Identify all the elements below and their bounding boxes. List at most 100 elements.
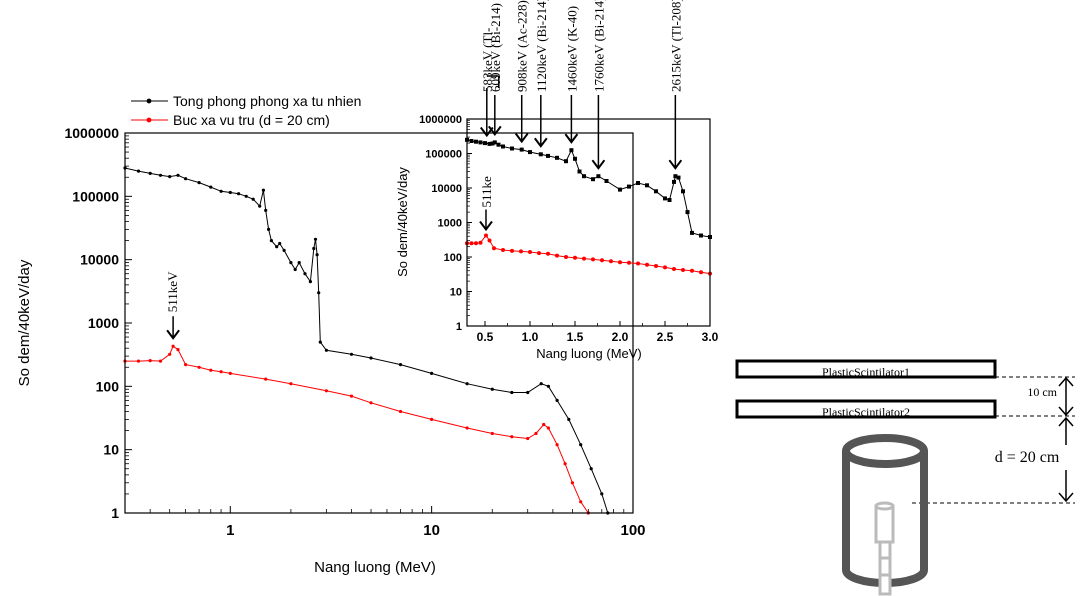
inset-data-point [627,184,631,189]
main-data-point [398,409,403,414]
main-y-tick-label: 10000 [80,252,119,268]
gap-dimension-arrow [1058,376,1074,417]
inset-data-point [699,233,703,238]
inset-data-point [492,246,496,251]
main-data-point [555,398,559,402]
inset-data-point [492,140,497,145]
main-data-point [264,377,268,381]
gap-label: 10 cm [1027,385,1057,399]
main-data-point [349,352,354,356]
legend-label-natural: Tong phong phong xa tu nhien [173,93,361,109]
main-x-tick-label: 100 [620,522,645,539]
inset-data-point [538,152,543,157]
main-y-tick-label: 1 [111,505,119,521]
inset-data-point [490,141,495,146]
main-data-point [324,348,328,352]
inset-plot-frame [466,118,711,327]
main-data-point [534,431,538,436]
inset-data-point [519,147,524,152]
main-y-tick-label: 100000 [72,188,119,204]
inset-data-point [654,189,658,194]
main-annotation-label: 511keV [165,271,180,312]
main-data-point [228,190,232,195]
main-chart: 1 10 100 1000 10000 100000 1000000 1 10 100 511ke… [16,93,646,576]
plastic-scintillator-2 [735,399,997,419]
main-y-tick-label: 10 [103,442,119,458]
inset-annotation-arrowhead [564,133,579,144]
plastic-scintillator-1 [735,359,997,379]
inset-data-point [636,181,640,185]
main-data-point [197,181,201,185]
inset-data-point [627,260,631,265]
main-data-point [308,280,312,284]
main-data-point [251,197,255,201]
main-data-point [490,431,494,436]
main-data-point [430,371,434,375]
inset-annotation-arrowhead [514,132,529,144]
inset-y-tick-label: 10000 [431,183,462,195]
inset-x-tick-label: 1.5 [567,330,584,344]
inset-x-tick-label: 1.0 [522,330,539,344]
inset-data-point [604,179,609,183]
main-annotation-arrowhead [166,329,180,340]
inset-annotation-arrowhead [533,137,548,148]
main-data-point [318,340,322,344]
main-data-point [526,390,530,395]
inset-data-point [690,268,694,273]
inset-data-point [555,155,559,160]
inset-data-point [528,150,532,155]
main-data-point [237,192,241,196]
main-data-point [197,365,201,369]
inset-annotation-label: 2615keV (Tl-208) [668,0,683,92]
inset-y-tick-label: 1 [456,321,462,333]
main-data-point [176,173,180,177]
main-data-point [349,394,354,398]
main-y-tick-label: 1000 [88,315,119,331]
main-data-point [282,248,286,252]
main-data-point [267,227,271,231]
main-annotations: 511keV [165,271,180,340]
inset-data-point [487,238,492,243]
inset-y-tick-label: 1000 [438,218,462,230]
main-data-point [289,382,293,386]
inset-annotation-label: 908keV (Ac-228) [515,0,530,92]
main-data-point [289,261,293,265]
inset-data-point [600,258,604,263]
inset-data-point [546,251,550,256]
main-data-point [317,291,321,295]
main-data-point [297,261,301,265]
inset-data-point [487,141,492,146]
main-data-point [510,435,514,439]
inset-data-point [591,257,595,262]
main-data-point [168,352,172,356]
main-data-point [303,272,307,276]
inset-annotation-label: 609keV (Bi-214) [488,3,503,92]
inset-annotation-label: 1760keV (Bi-214) [591,0,606,92]
legend-label-cosmic: Buc xa vu tru (d = 20 cm) [173,112,330,128]
main-data-point [293,267,297,272]
main-axis-ticks: 1 10 100 1000 10000 100000 1000000 1 10 100 [64,125,645,539]
main-data-point [324,389,328,393]
inset-y-tick-label: 10 [450,287,462,299]
main-y-axis-label: So dem/40keV/day [16,259,33,386]
inset-data-point [596,174,601,179]
distance-label: d = 20 cm [995,449,1060,466]
main-data-point [579,443,583,447]
main-data-point [567,417,571,421]
inset-data-point [645,262,649,267]
main-data-point [158,359,163,363]
main-data-point [563,462,567,466]
main-data-point [430,417,434,421]
inset-data-point [484,233,488,238]
legend: Tong phong phong xa tu nhien Buc xa vu t… [131,93,361,128]
plastic-scintillator-2-label: PlasticScintilator2 [822,405,910,419]
main-y-tick-label: 1000000 [64,125,119,141]
detector-setup-diagram: PlasticScintilator1 PlasticScintilator2 … [735,359,1075,596]
main-data-point [269,239,273,243]
main-series-layer [123,166,610,515]
main-data-point [148,359,152,363]
main-data-point [465,382,469,386]
inset-data-point [564,255,568,259]
main-data-point [600,492,604,496]
